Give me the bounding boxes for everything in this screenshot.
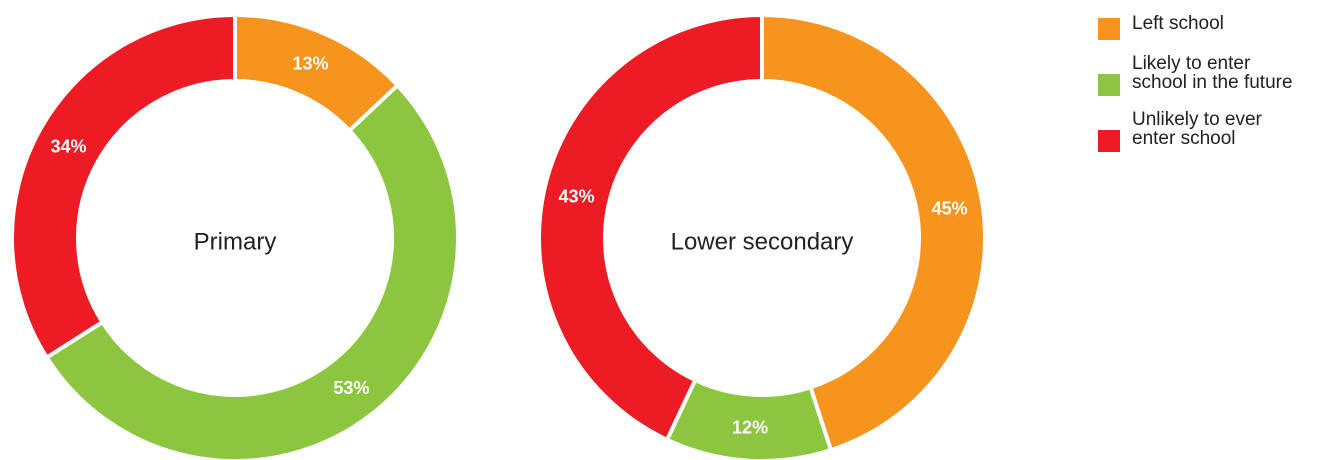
- legend: Left school Likely to enter school in th…: [1098, 14, 1328, 166]
- donut-2-value-label-likely: 12%: [732, 418, 768, 438]
- donut-2-value-label-unlikely: 43%: [559, 187, 595, 207]
- donut-2-slice-unlikely: [537, 12, 764, 443]
- donut-2-value-label-left-school: 45%: [932, 198, 968, 218]
- donut-1-slice-unlikely: [10, 12, 237, 361]
- legend-label-likely: Likely to enter school in the future: [1132, 53, 1293, 93]
- donut-1-value-label-left-school: 13%: [292, 54, 328, 74]
- donut-chart-2: 45% 12% 43% Lower secondary: [537, 12, 987, 460]
- donut-1-slice-likely: [43, 82, 460, 460]
- donut-1-value-label-unlikely: 34%: [50, 136, 86, 156]
- donut-chart-1: 13% 53% 34% Primary: [10, 12, 460, 460]
- donut-1-value-label-likely: 53%: [333, 378, 369, 398]
- legend-item-left-school: Left school: [1098, 14, 1328, 40]
- legend-label-left-school: Left school: [1132, 13, 1224, 34]
- legend-swatch-likely: [1098, 74, 1120, 96]
- donut-2-slice-left-school: [760, 12, 987, 453]
- donut-1-center-label: Primary: [194, 229, 277, 256]
- legend-label-unlikely: Unlikely to ever enter school: [1132, 109, 1262, 149]
- legend-item-likely: Likely to enter school in the future: [1098, 54, 1328, 96]
- legend-item-unlikely: Unlikely to ever enter school: [1098, 110, 1328, 152]
- donut-2-center-label: Lower secondary: [671, 229, 854, 256]
- legend-swatch-left-school: [1098, 18, 1120, 40]
- legend-swatch-unlikely: [1098, 130, 1120, 152]
